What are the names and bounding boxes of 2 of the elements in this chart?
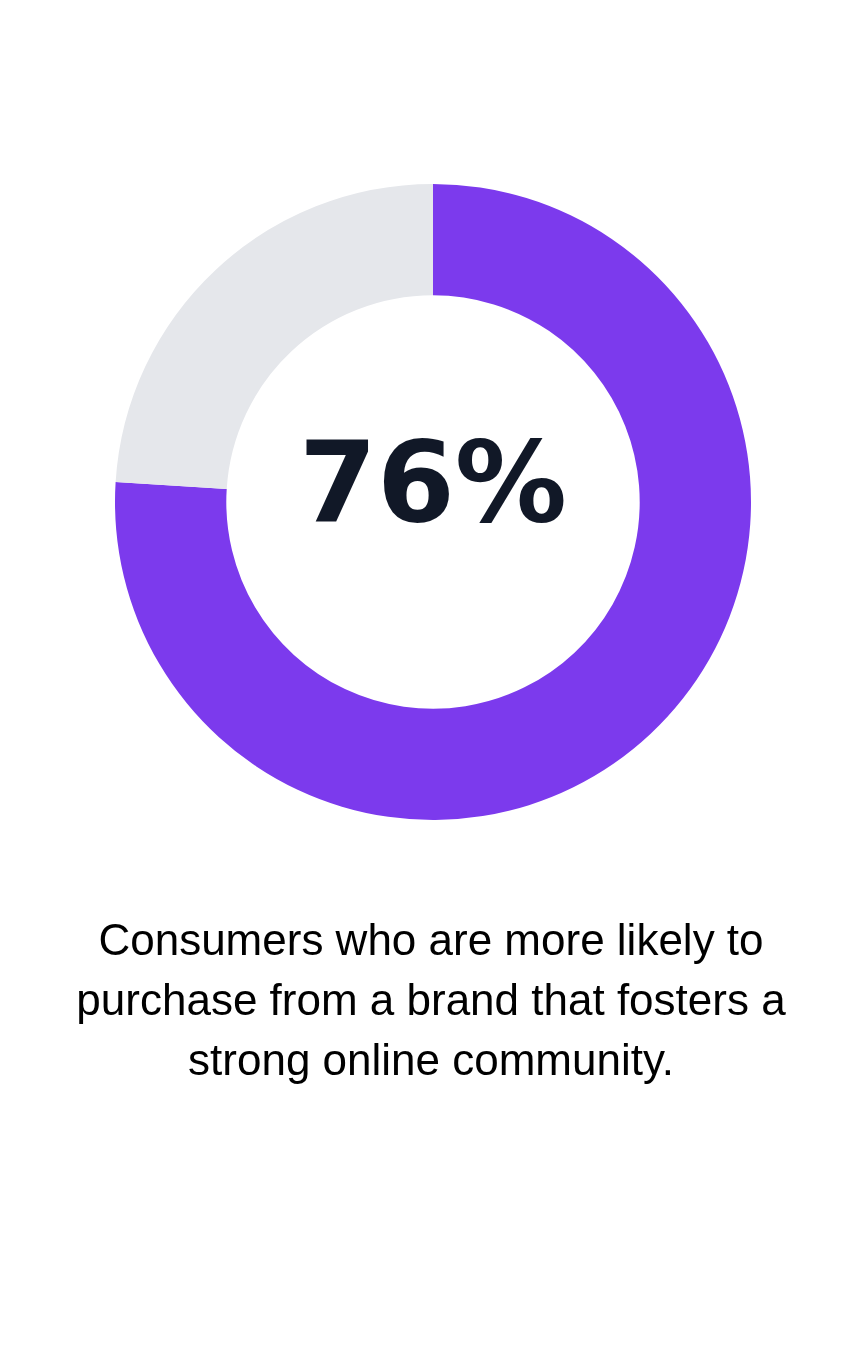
data-label: 76% bbox=[298, 417, 568, 548]
text: Consumers who are more likely to purchase from a brand that fosters a strong online community. bbox=[75, 914, 787, 1086]
